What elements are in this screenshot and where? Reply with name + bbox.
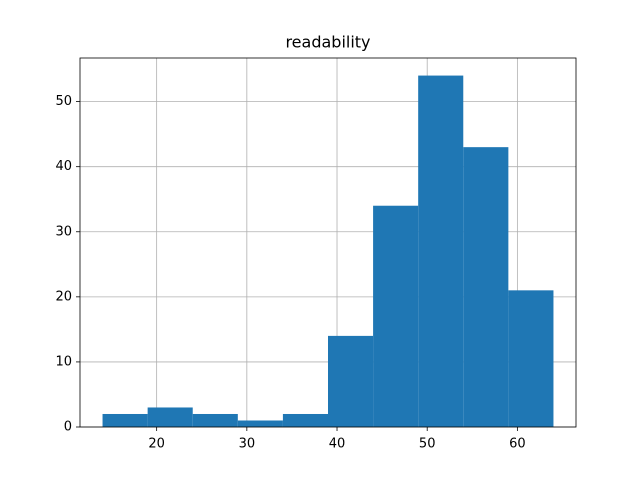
y-tick-label: 10 xyxy=(55,354,72,369)
bar xyxy=(282,413,328,427)
bar xyxy=(328,335,374,427)
y-tick-label: 50 xyxy=(55,94,72,109)
x-tick-label: 30 xyxy=(239,437,256,452)
x-tick-label: 40 xyxy=(329,437,346,452)
bars xyxy=(102,75,554,428)
x-tick-label: 50 xyxy=(419,437,436,452)
x-tick-label: 60 xyxy=(509,437,526,452)
bar xyxy=(373,205,419,427)
bar xyxy=(147,407,193,427)
bar xyxy=(102,413,148,427)
bar xyxy=(418,75,464,428)
plot-frame xyxy=(79,57,577,428)
bar xyxy=(237,420,283,427)
axes: 20 30 40 50 60 0 10 20 30 40 50 xyxy=(55,57,577,452)
bar xyxy=(192,413,238,427)
bar xyxy=(463,147,509,427)
y-tick-label: 40 xyxy=(55,159,72,174)
y-tick-label: 30 xyxy=(55,224,72,239)
y-tick-label: 0 xyxy=(64,420,72,435)
bar xyxy=(508,290,554,427)
x-tick-label: 20 xyxy=(148,437,165,452)
y-tick-label: 20 xyxy=(55,289,72,304)
chart-title: readability xyxy=(285,33,370,52)
